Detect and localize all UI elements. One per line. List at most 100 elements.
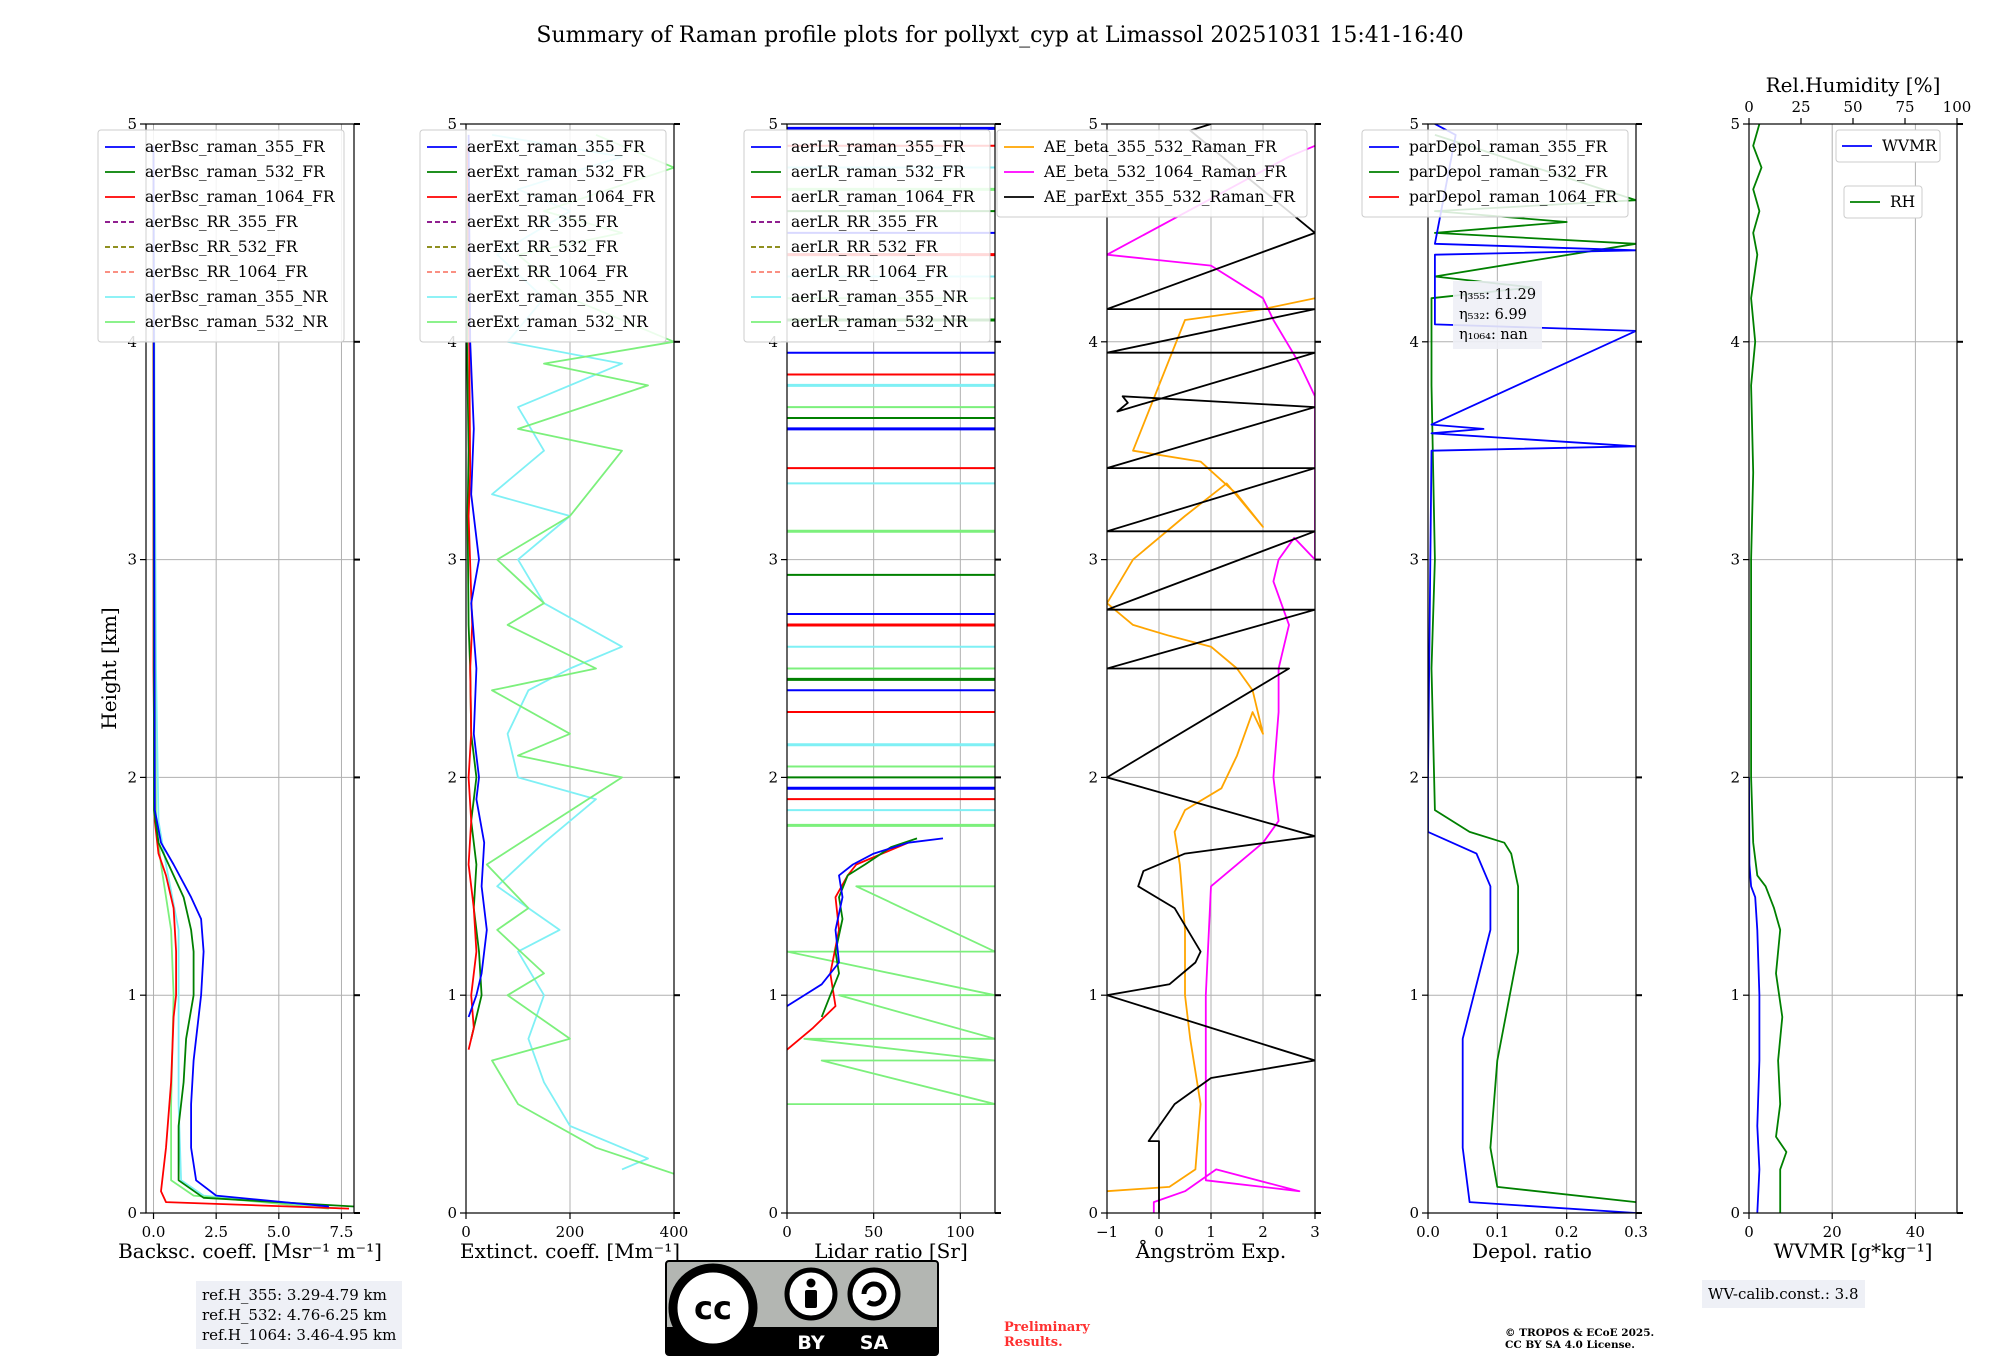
- x-tick-label: 100: [946, 1223, 975, 1241]
- cc-icon-text: cc: [694, 1289, 732, 1327]
- legend-depol: parDepol_raman_355_FR parDepol_raman_532_…: [1361, 129, 1629, 218]
- legend-entry: aerExt_RR_355_FR: [467, 213, 619, 231]
- legend-entry: aerExt_RR_532_FR: [467, 238, 619, 256]
- legend-box: [743, 129, 991, 343]
- axes-frame: [1427, 123, 1637, 1214]
- legend-entry: aerBsc_raman_355_NR: [145, 288, 329, 306]
- axes-frame: [786, 123, 996, 1214]
- y-tick-label: 5: [447, 115, 457, 133]
- y-tick-label: 3: [447, 551, 457, 569]
- preliminary-line1: Preliminary: [1004, 1320, 1090, 1335]
- chart-panels: 0.0 2.5 5.0 7.5 0 1 2 3 4 5 Backsc. coeff. [Msr⁻¹ …: [97, 73, 1971, 1263]
- legend-entry: AE_parExt_355_532_Raman_FR: [1043, 188, 1296, 206]
- x-tick-label: 0.0: [1416, 1223, 1440, 1241]
- x-axis-label: Depol. ratio: [1472, 1239, 1592, 1263]
- legend-entry: parDepol_raman_1064_FR: [1409, 188, 1618, 206]
- x-axis-label: Ångström Exp.: [1135, 1238, 1286, 1263]
- y-tick-label: 5: [127, 115, 137, 133]
- y-tick-label: 4: [1088, 333, 1098, 351]
- x-tick-label: 0: [1744, 1223, 1754, 1241]
- legend-box-wvmr: [1835, 129, 1941, 163]
- legend-entry: aerExt_raman_355_FR: [467, 138, 646, 156]
- legend-entry: aerExt_RR_1064_FR: [467, 263, 629, 281]
- series-aerLR_raman_1064_FR: [787, 841, 909, 1051]
- legend-box: [97, 129, 345, 343]
- legend-entry: aerLR_RR_1064_FR: [791, 263, 949, 281]
- x-axis-label: Extinct. coeff. [Mm⁻¹]: [460, 1239, 680, 1263]
- series-aerExt_raman_355_FR: [467, 134, 488, 1018]
- sa-icon: [847, 1267, 901, 1321]
- legend-entry: aerBsc_RR_1064_FR: [145, 263, 309, 281]
- legend-lr: aerLR_raman_355_FR aerLR_raman_532_FR aerL…: [743, 129, 991, 343]
- legend-entry: aerBsc_raman_532_FR: [145, 163, 326, 181]
- x-tick-label: 0: [782, 1223, 792, 1241]
- y-tick-label: 3: [1730, 551, 1740, 569]
- series-RH: [1750, 124, 1788, 1213]
- legend-box: [996, 129, 1308, 218]
- y-tick-label: 0: [768, 1204, 778, 1222]
- legend-entry: parDepol_raman_532_FR: [1409, 163, 1609, 181]
- x-tick-label: 0: [1154, 1223, 1164, 1241]
- y-tick-label: 4: [1730, 333, 1740, 351]
- y-tick-label: 3: [1409, 551, 1419, 569]
- legend-entry: aerExt_raman_532_NR: [467, 313, 649, 331]
- ref-height-box: ref.H_355: 3.29-4.79 km ref.H_532: 4.76-…: [196, 1281, 403, 1349]
- legend-entry-wvmr: WVMR: [1882, 137, 1938, 155]
- y-tick-label: 1: [1088, 986, 1098, 1004]
- legend-entry: aerLR_RR_532_FR: [791, 238, 939, 256]
- figure-title: Summary of Raman profile plots for polly…: [536, 23, 1463, 48]
- legend-box: [419, 129, 667, 343]
- top-x-tick-label: 0: [1744, 98, 1754, 116]
- eta-532: η₅₃₂: 6.99: [1459, 307, 1527, 323]
- legend-ext: aerExt_raman_355_FR aerExt_raman_532_FRae…: [419, 129, 667, 343]
- x-tick-label: 2.5: [204, 1223, 228, 1241]
- legend-entry: aerBsc_raman_355_FR: [145, 138, 326, 156]
- x-axis-label: Backsc. coeff. [Msr⁻¹ m⁻¹]: [118, 1239, 382, 1263]
- legend-entry: AE_beta_532_1064_Raman_FR: [1043, 163, 1288, 181]
- x-tick-label: 200: [556, 1223, 585, 1241]
- y-tick-label: 2: [768, 768, 778, 786]
- x-tick-label: 0.3: [1624, 1223, 1648, 1241]
- sa-icon-arrow: [861, 1281, 887, 1307]
- series-aerBsc_raman_355_NR: [152, 145, 342, 1210]
- x-axis-label: Lidar ratio [Sr]: [814, 1239, 968, 1263]
- series-aerLR_raman_355_FR: [787, 837, 944, 1007]
- y-axis-label: Height [km]: [97, 607, 121, 729]
- cc-by-sa-badge: cc BY SA: [665, 1260, 939, 1356]
- y-tick-label: 0: [1730, 1204, 1740, 1222]
- legend-entry: aerExt_raman_532_FR: [467, 163, 646, 181]
- legend-entry: aerExt_raman_355_NR: [467, 288, 649, 306]
- top-x-axis-label: Rel.Humidity [%]: [1766, 73, 1941, 97]
- eta-box: η₃₅₅: 11.29 η₅₃₂: 6.99 η₁₀₆₄: nan: [1453, 281, 1543, 349]
- y-tick-label: 3: [1088, 551, 1098, 569]
- top-x-tick-label: 50: [1843, 98, 1862, 116]
- y-tick-label: 4: [1409, 333, 1419, 351]
- y-tick-label: 2: [447, 768, 457, 786]
- x-tick-label: 40: [1906, 1223, 1925, 1241]
- y-tick-label: 3: [768, 551, 778, 569]
- y-tick-label: 2: [1730, 768, 1740, 786]
- legend-entry: aerLR_raman_1064_FR: [791, 188, 976, 206]
- x-tick-label: 50: [864, 1223, 883, 1241]
- series-aerBsc_raman_355_FR: [152, 145, 329, 1208]
- x-tick-label: 0.1: [1485, 1223, 1509, 1241]
- x-axis-label: WVMR [g*kg⁻¹]: [1774, 1239, 1933, 1263]
- series-parDepol_raman_532_FR: [1430, 134, 1636, 1203]
- by-label: BY: [797, 1332, 824, 1354]
- x-tick-label: 0.0: [142, 1223, 166, 1241]
- y-tick-label: 0: [447, 1204, 457, 1222]
- y-tick-label: 2: [1088, 768, 1098, 786]
- top-x-tick-label: 100: [1943, 98, 1972, 116]
- y-tick-label: 1: [1730, 986, 1740, 1004]
- series-AE_parExt_355_532_Raman_FR: [1107, 124, 1315, 1213]
- y-tick-label: 1: [447, 986, 457, 1004]
- copyright-line1: © TROPOS & ECoE 2025.: [1505, 1327, 1654, 1339]
- legend-entry: aerExt_raman_1064_FR: [467, 188, 656, 206]
- legend-entry: aerBsc_raman_532_NR: [145, 313, 329, 331]
- panel-lr: 050100012345Lidar ratio [Sr]aerLR_raman_…: [743, 115, 1001, 1263]
- series-aerLR_raman_532_NR: [787, 885, 995, 1105]
- legend-entry: aerLR_raman_532_NR: [791, 313, 969, 331]
- by-icon-head: [806, 1278, 816, 1288]
- series-aerBsc_raman_532_FR: [152, 145, 354, 1208]
